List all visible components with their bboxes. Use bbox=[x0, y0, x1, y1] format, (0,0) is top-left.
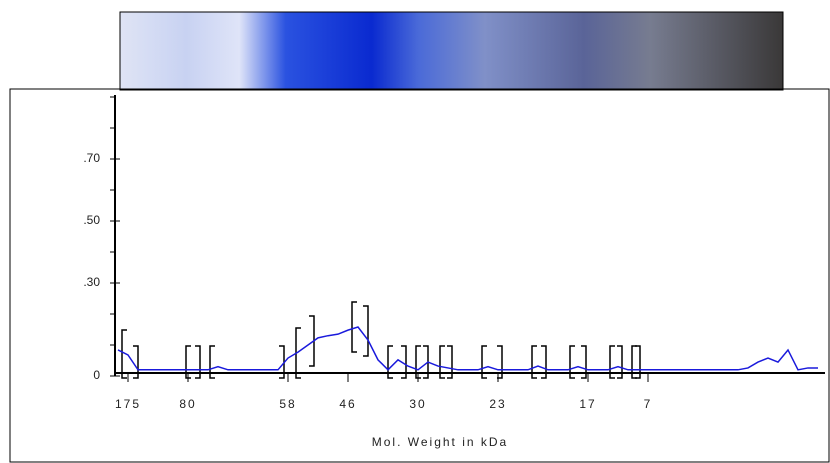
band-bracket bbox=[531, 345, 537, 379]
band-bracket bbox=[481, 345, 487, 379]
band-bracket bbox=[401, 345, 407, 379]
band-bracket bbox=[631, 345, 637, 379]
y-tick-label: .30 bbox=[83, 275, 100, 289]
density-trace bbox=[117, 326, 818, 371]
band-bracket bbox=[581, 345, 587, 379]
band-bracket bbox=[185, 345, 191, 379]
x-axis-title: Mol. Weight in kDa bbox=[372, 435, 508, 449]
band-bracket bbox=[447, 345, 453, 379]
band-bracket bbox=[133, 345, 139, 379]
x-tick-label: 23 bbox=[489, 397, 506, 411]
x-tick-label: 58 bbox=[279, 397, 296, 411]
band-bracket bbox=[569, 345, 575, 379]
band-bracket bbox=[363, 305, 369, 357]
x-tick-label: 7 bbox=[644, 397, 653, 411]
band-bracket bbox=[351, 301, 357, 353]
band-bracket bbox=[439, 345, 445, 379]
band-bracket bbox=[387, 345, 393, 379]
band-bracket bbox=[635, 345, 641, 379]
x-tick-label: 30 bbox=[409, 397, 426, 411]
y-tick-label: .50 bbox=[83, 213, 100, 227]
x-tick-label: 46 bbox=[339, 397, 356, 411]
band-bracket bbox=[121, 329, 127, 379]
band-bracket bbox=[609, 345, 615, 379]
gel-lane-image bbox=[119, 11, 784, 91]
y-tick-label: 0 bbox=[93, 368, 100, 382]
band-bracket bbox=[497, 345, 503, 379]
band-bracket bbox=[541, 345, 547, 379]
y-tick-label: .70 bbox=[83, 151, 100, 165]
x-tick-label: 80 bbox=[179, 397, 196, 411]
x-tick-label: 17 bbox=[579, 397, 596, 411]
band-bracket bbox=[195, 345, 201, 379]
plot-frame bbox=[9, 88, 830, 463]
band-bracket bbox=[617, 345, 623, 379]
band-bracket bbox=[209, 345, 215, 379]
band-bracket bbox=[415, 345, 421, 379]
x-tick-label: 175 bbox=[115, 397, 141, 411]
